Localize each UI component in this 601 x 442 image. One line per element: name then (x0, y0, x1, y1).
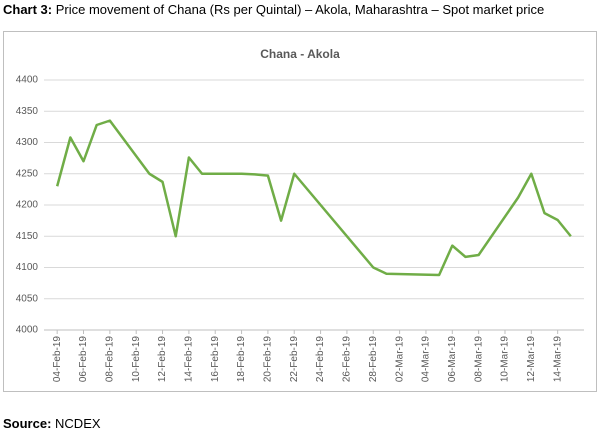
x-tick-label: 14-Feb-19 (184, 336, 195, 383)
source: Source: NCDEX (3, 416, 101, 431)
x-tick-label: 04-Feb-19 (52, 336, 63, 383)
x-tick-label: 02-Mar-19 (394, 336, 405, 383)
x-tick-label: 10-Mar-19 (500, 336, 511, 383)
x-tick-label: 06-Feb-19 (78, 336, 89, 383)
y-tick-label: 4050 (16, 293, 39, 304)
chart-title: Chana - Akola (260, 47, 340, 61)
x-tick-label: 26-Feb-19 (342, 336, 353, 383)
x-tick-label: 22-Feb-19 (289, 336, 300, 383)
x-tick-label: 12-Mar-19 (526, 336, 537, 383)
y-tick-label: 4350 (16, 106, 39, 117)
y-tick-label: 4400 (16, 75, 39, 86)
y-tick-label: 4150 (16, 231, 39, 242)
line-series (55, 119, 572, 277)
chart-frame (3, 31, 597, 392)
y-tick-label: 4100 (16, 262, 39, 273)
x-tick-label: 16-Feb-19 (210, 336, 221, 383)
source-text: NCDEX (55, 416, 101, 431)
y-tick-label: 4000 (16, 325, 39, 336)
x-tick-label: 14-Mar-19 (552, 336, 563, 383)
caption-label: Chart 3: (3, 2, 52, 17)
x-tick-label: 24-Feb-19 (315, 336, 326, 383)
x-tick-label: 08-Feb-19 (104, 336, 115, 383)
x-tick-label: 20-Feb-19 (263, 336, 274, 383)
y-tick-label: 4200 (16, 200, 39, 211)
source-label: Source: (3, 416, 51, 431)
x-tick-label: 18-Feb-19 (236, 336, 247, 383)
x-tick-label: 04-Mar-19 (421, 336, 432, 383)
x-tick-label: 28-Feb-19 (368, 336, 379, 383)
y-tick-label: 4300 (16, 137, 39, 148)
x-tick-label: 12-Feb-19 (157, 336, 168, 383)
caption-text: Price movement of Chana (Rs per Quintal)… (56, 2, 544, 17)
x-tick-label: 06-Mar-19 (447, 336, 458, 383)
x-tick-label: 08-Mar-19 (473, 336, 484, 383)
x-tick-label: 10-Feb-19 (131, 336, 142, 383)
caption: Chart 3: Price movement of Chana (Rs per… (3, 2, 544, 17)
y-tick-label: 4250 (16, 168, 39, 179)
